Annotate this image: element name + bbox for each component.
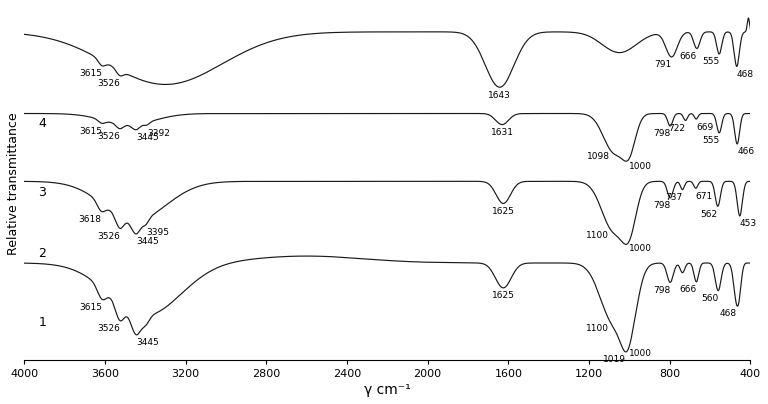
Text: 666: 666 <box>680 52 697 61</box>
Text: 671: 671 <box>696 192 713 201</box>
Text: 1000: 1000 <box>630 162 653 170</box>
X-axis label: γ cm⁻¹: γ cm⁻¹ <box>364 383 411 397</box>
Text: 3526: 3526 <box>97 132 120 141</box>
Text: 737: 737 <box>665 193 683 202</box>
Text: 3615: 3615 <box>79 303 102 311</box>
Text: 1: 1 <box>38 316 46 329</box>
Text: 798: 798 <box>653 286 670 295</box>
Text: 1625: 1625 <box>492 207 515 216</box>
Y-axis label: Relative transmittance: Relative transmittance <box>7 112 20 255</box>
Text: 1000: 1000 <box>630 244 653 253</box>
Text: 3: 3 <box>38 186 46 199</box>
Text: 1643: 1643 <box>488 90 511 100</box>
Text: 3526: 3526 <box>97 231 120 241</box>
Text: 3526: 3526 <box>97 79 120 88</box>
Text: 791: 791 <box>654 61 671 69</box>
Text: 3445: 3445 <box>136 238 159 246</box>
Text: 560: 560 <box>701 294 718 303</box>
Text: 722: 722 <box>668 124 686 133</box>
Text: 798: 798 <box>653 201 670 210</box>
Text: 798: 798 <box>653 129 670 139</box>
Text: 669: 669 <box>697 122 713 132</box>
Text: 468: 468 <box>720 309 737 318</box>
Text: 666: 666 <box>680 285 697 294</box>
Text: 555: 555 <box>702 136 719 145</box>
Text: 466: 466 <box>737 147 754 156</box>
Text: 3618: 3618 <box>78 215 101 224</box>
Text: 3526: 3526 <box>97 324 120 333</box>
Text: 555: 555 <box>702 57 719 66</box>
Text: 3395: 3395 <box>146 228 169 237</box>
Text: 562: 562 <box>700 210 718 219</box>
Text: 3445: 3445 <box>136 338 159 347</box>
Text: 1625: 1625 <box>492 291 515 300</box>
Text: 3445: 3445 <box>136 133 159 142</box>
Text: 1000: 1000 <box>630 349 653 358</box>
Text: 3615: 3615 <box>79 127 102 136</box>
Text: 1019: 1019 <box>603 356 626 364</box>
Text: 453: 453 <box>740 219 757 228</box>
Text: 3392: 3392 <box>147 128 170 138</box>
Text: 1631: 1631 <box>491 128 514 137</box>
Text: 4: 4 <box>38 117 46 130</box>
Text: 1098: 1098 <box>587 152 610 162</box>
Text: 1100: 1100 <box>586 231 609 240</box>
Text: 2: 2 <box>38 247 46 260</box>
Text: 468: 468 <box>737 70 754 79</box>
Text: 3615: 3615 <box>79 69 102 78</box>
Text: 1100: 1100 <box>586 324 609 333</box>
